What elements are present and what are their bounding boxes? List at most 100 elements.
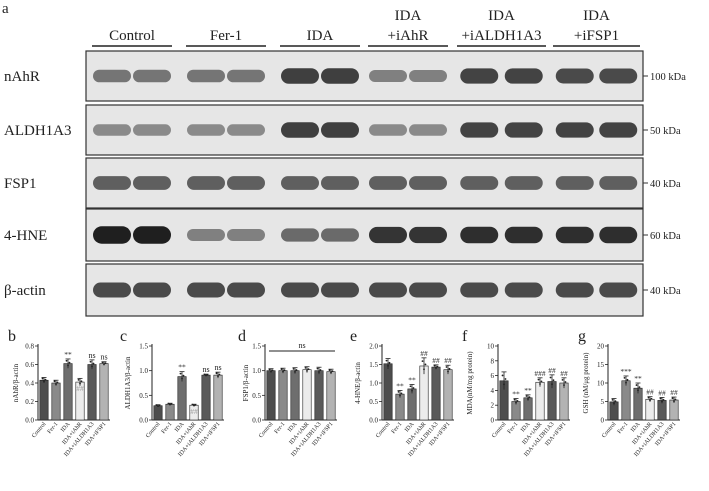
significance-label: ##	[420, 349, 428, 358]
bar	[87, 364, 97, 421]
protein-label: ALDH1A3	[4, 123, 72, 139]
blot-band	[187, 229, 225, 241]
data-point	[68, 361, 71, 364]
bar	[314, 370, 324, 421]
data-point	[270, 370, 272, 373]
data-point	[515, 401, 517, 404]
y-axis-label: nAhR/β-actin	[12, 363, 20, 402]
y-tick-label: 0.2	[25, 398, 34, 406]
blot-band	[227, 229, 265, 241]
data-point	[43, 380, 45, 383]
y-tick-label: 1.5	[369, 361, 378, 369]
bar	[39, 379, 49, 421]
group-headers: Control Fer-1 IDA IDA +iAhR IDA +iALDH1A3 IDA +i…	[92, 8, 640, 47]
data-point	[661, 400, 663, 403]
data-point	[79, 382, 81, 385]
y-tick-label: 2.0	[369, 343, 378, 351]
data-point	[613, 402, 615, 405]
blot-band	[409, 70, 447, 82]
bar	[559, 382, 569, 421]
bar	[431, 366, 441, 421]
data-point	[638, 386, 641, 389]
bar	[51, 382, 61, 421]
group-header-label: Fer-1	[210, 28, 242, 44]
data-point	[103, 363, 105, 366]
panel-label: e	[350, 328, 357, 345]
protein-label: β-actin	[4, 283, 46, 299]
data-point	[409, 385, 412, 388]
blot-band	[187, 124, 225, 136]
blot-band	[133, 226, 171, 244]
data-point	[203, 373, 206, 376]
data-point	[170, 403, 173, 405]
data-point	[167, 402, 170, 405]
data-point	[436, 365, 439, 368]
y-tick-label: 0.8	[25, 343, 34, 351]
data-point	[330, 371, 332, 374]
group-header-label: +iFSP1	[574, 28, 619, 44]
data-point	[647, 396, 650, 399]
blot-band	[281, 282, 319, 298]
y-tick-label: 1.0	[369, 380, 378, 388]
x-tick-label: Fer-1	[47, 421, 60, 435]
data-point	[55, 383, 57, 386]
blot-band	[93, 69, 131, 83]
blot-band	[227, 282, 265, 298]
data-point	[561, 378, 564, 381]
blot-band	[460, 226, 499, 244]
data-point	[662, 398, 665, 401]
bar	[395, 393, 405, 421]
blot-band	[369, 176, 407, 190]
bar	[326, 371, 336, 421]
data-point	[549, 376, 552, 379]
x-tick-label: Fer-1	[617, 421, 630, 435]
blot-band	[321, 228, 359, 242]
blot-band	[599, 176, 638, 190]
bar	[302, 369, 312, 421]
data-point	[215, 372, 218, 375]
data-point	[92, 362, 95, 365]
x-tick-label: IDA	[60, 421, 72, 434]
y-tick-label: 1.0	[139, 367, 148, 375]
bar	[177, 376, 187, 421]
y-tick-label: 0.0	[252, 417, 261, 425]
blot-band	[504, 68, 543, 84]
y-tick-label: 15	[597, 361, 605, 369]
bar	[99, 363, 109, 421]
blot-band	[93, 226, 131, 244]
significance-label: ***	[620, 367, 632, 376]
data-point	[41, 377, 44, 380]
blot-band	[281, 176, 319, 190]
blot-band	[599, 122, 638, 138]
blot-band	[409, 226, 447, 244]
y-tick-label: 8	[491, 357, 495, 365]
data-point	[411, 389, 413, 392]
data-point	[388, 361, 391, 364]
data-point	[193, 404, 195, 407]
data-point	[217, 375, 219, 378]
y-axis-label: GSH (nM/μg protein)	[582, 352, 590, 414]
data-point	[331, 370, 334, 373]
y-tick-label: 0.0	[369, 417, 378, 425]
blot-band	[281, 228, 319, 242]
significance-label: ##	[76, 384, 84, 393]
data-point	[504, 378, 507, 380]
data-point	[397, 390, 400, 393]
data-point	[433, 364, 436, 367]
data-point	[169, 403, 171, 406]
blot-band	[409, 124, 447, 136]
blot-band	[369, 226, 407, 244]
data-point	[387, 364, 389, 367]
data-point	[294, 370, 296, 373]
data-point	[268, 368, 271, 371]
data-point	[206, 374, 209, 376]
data-point	[445, 366, 448, 368]
y-tick-label: 0.5	[369, 398, 378, 406]
significance-label: ##	[190, 407, 198, 416]
data-point	[56, 381, 59, 384]
y-tick-label: 10	[597, 380, 605, 388]
data-point	[527, 398, 529, 400]
data-point	[319, 369, 322, 371]
data-point	[448, 367, 451, 370]
